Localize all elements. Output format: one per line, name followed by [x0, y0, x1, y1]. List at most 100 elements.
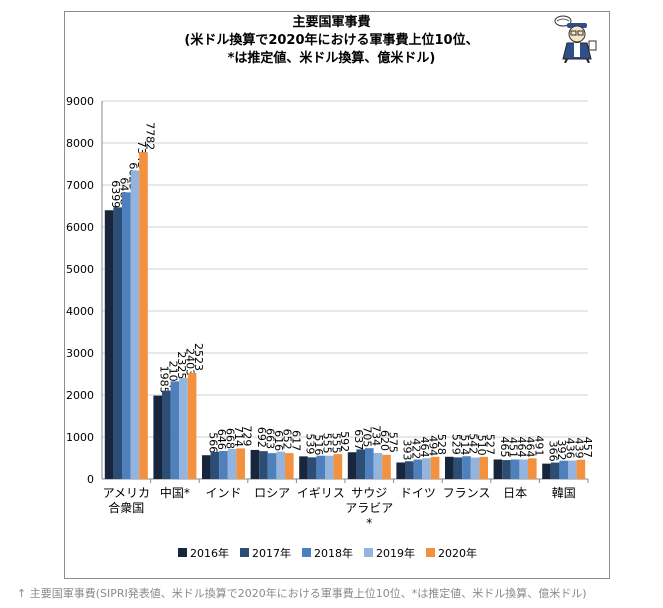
x-tick-label: 中国* — [160, 485, 190, 500]
data-label: 555 — [321, 433, 334, 454]
y-tick-label: 4000 — [66, 305, 94, 318]
x-tick-label: ドイツ — [400, 486, 436, 500]
bar — [356, 449, 365, 479]
bar — [104, 210, 114, 479]
bar — [299, 456, 308, 479]
data-label: 366 — [547, 441, 560, 462]
legend-label: 2019年 — [376, 546, 415, 560]
bar — [559, 460, 568, 479]
bar — [576, 459, 586, 479]
bar — [259, 451, 268, 479]
data-label: 494 — [427, 435, 440, 456]
bar — [227, 449, 237, 479]
x-tick-label: フランス — [443, 486, 491, 500]
data-label: 539 — [304, 433, 317, 454]
data-label: 575 — [387, 432, 400, 453]
bar — [422, 458, 431, 479]
bar — [510, 459, 520, 479]
data-label: 637 — [352, 429, 365, 450]
y-tick-label: 5000 — [66, 263, 94, 276]
bar — [430, 456, 440, 479]
bar — [139, 152, 148, 479]
bar — [470, 457, 480, 479]
bar — [236, 448, 245, 479]
data-label: 734 — [369, 425, 382, 446]
bar — [333, 454, 343, 479]
bar — [162, 390, 171, 479]
bar — [445, 456, 454, 479]
data-label: 465 — [498, 436, 511, 457]
bar — [453, 457, 463, 479]
data-label: 729 — [241, 425, 254, 446]
legend-swatch — [240, 548, 249, 557]
data-label: 529 — [449, 434, 462, 455]
data-label: 663 — [264, 428, 277, 449]
bar — [542, 463, 551, 479]
data-label: 516 — [312, 434, 325, 455]
data-label: 464 — [515, 437, 528, 458]
data-label: 617 — [289, 430, 302, 451]
data-label: 555 — [329, 433, 342, 454]
y-tick-label: 8000 — [66, 137, 94, 150]
data-label: 393 — [401, 439, 414, 460]
reporter-mascot-icon — [554, 15, 597, 63]
bar — [382, 454, 391, 479]
data-label: 542 — [467, 433, 480, 454]
bar — [170, 381, 180, 479]
data-label: 616 — [272, 430, 285, 451]
data-label: 392 — [555, 440, 568, 461]
bar — [202, 455, 211, 479]
legend-swatch — [302, 548, 311, 557]
x-tick-label: * — [366, 516, 372, 530]
bar — [153, 395, 162, 479]
y-tick-label: 6000 — [66, 221, 94, 234]
bar — [113, 207, 122, 479]
data-label: 464 — [524, 437, 537, 458]
bar — [307, 457, 317, 479]
data-label: 451 — [507, 437, 520, 458]
bar — [276, 451, 285, 479]
chart-frame — [64, 11, 610, 579]
x-tick-label: イギリス — [297, 486, 345, 500]
bar — [550, 462, 560, 479]
bar — [250, 449, 260, 479]
bar — [365, 448, 374, 479]
data-label: 457 — [581, 437, 594, 458]
data-label: 439 — [572, 438, 585, 459]
bar — [347, 452, 357, 479]
y-tick-label: 3000 — [66, 347, 94, 360]
bar — [493, 459, 503, 479]
chart-title-line-3: *は推定値、米ドル換算、億米ドル) — [227, 51, 436, 66]
data-label: 620 — [378, 430, 391, 451]
data-label: 514 — [458, 434, 471, 455]
x-tick-label: インド — [205, 486, 241, 500]
bar — [187, 373, 197, 479]
chart-title: 主要国軍事費 (米ドル換算で2020年における軍事費上位10位、 *は推定値、米… — [0, 14, 663, 68]
chart-caption: ↑ 主要国軍事費(SIPRI発表値、米ドル換算で2020年における軍事費上位10… — [17, 587, 587, 600]
data-label: 566 — [206, 432, 219, 453]
x-tick-label: ロシア — [254, 486, 290, 500]
y-tick-label: 2000 — [66, 389, 94, 402]
data-label: 646 — [215, 429, 228, 450]
data-label: 2523 — [192, 343, 205, 371]
data-label: 1985 — [158, 366, 171, 394]
data-label: 692 — [255, 427, 268, 448]
bar — [210, 451, 220, 479]
y-tick-label: 9000 — [66, 95, 94, 108]
bar — [316, 455, 325, 479]
bar — [373, 452, 383, 479]
bar — [479, 456, 488, 479]
data-label: 2403 — [184, 348, 197, 376]
bar — [219, 450, 228, 479]
bar — [502, 460, 511, 479]
bar — [179, 378, 188, 479]
data-label: 527 — [484, 434, 497, 455]
bar — [462, 456, 471, 479]
chart-title-line-2: (米ドル換算で2020年における軍事費上位10位、 — [184, 33, 479, 48]
x-tick-label: アメリカ — [103, 486, 150, 500]
data-label: 652 — [281, 429, 294, 450]
data-label: 422 — [409, 438, 422, 459]
bar — [325, 455, 334, 479]
y-tick-label: 0 — [87, 473, 94, 486]
